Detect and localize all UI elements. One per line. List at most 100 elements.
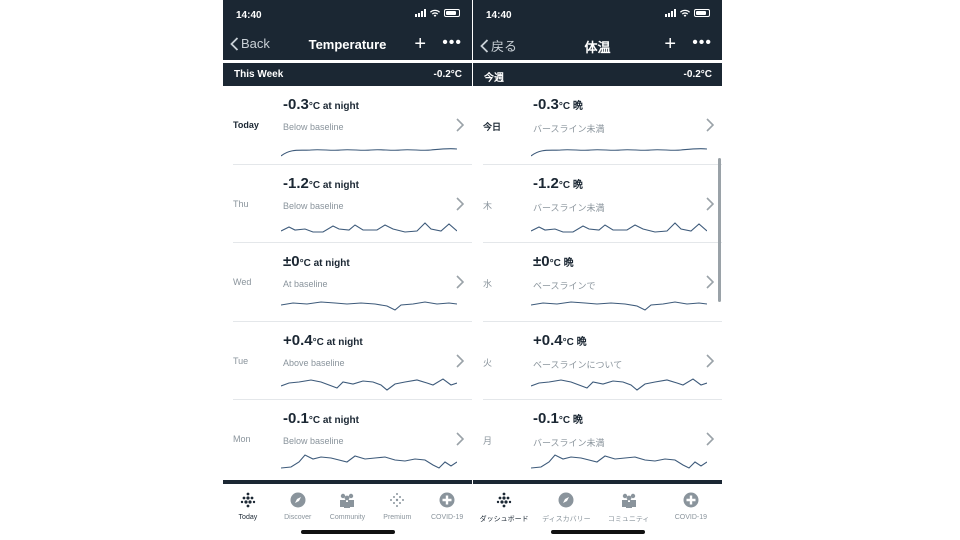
plus-circle-icon: [683, 492, 699, 508]
phone-screen-english: 14:40 Back Temperature + ••• This Week -…: [223, 0, 472, 540]
tab-item[interactable]: Discover: [273, 492, 323, 521]
sparkline-path: [531, 301, 707, 311]
day-row[interactable]: Thu -1.2°C at night Below baseline: [233, 165, 472, 243]
back-button[interactable]: Back: [230, 36, 270, 51]
week-value: -0.2°C: [683, 69, 712, 80]
day-label: Thu: [233, 198, 249, 209]
plus-icon: +: [664, 33, 676, 55]
day-label: Tue: [233, 355, 249, 366]
tab-item[interactable]: Community: [323, 492, 373, 521]
sparkline-path: [531, 454, 707, 469]
day-row[interactable]: Mon -0.1°C at night Below baseline: [233, 400, 472, 479]
temperature-sparkline: [531, 301, 707, 311]
temperature-sparkline: [531, 377, 707, 391]
temperature-sparkline: [281, 377, 457, 391]
temperature-unit: °C 晩: [549, 258, 574, 269]
add-button[interactable]: +: [414, 33, 426, 55]
temperature-deviation: ±0: [283, 253, 300, 270]
home-indicator: [301, 530, 395, 534]
baseline-note: Below baseline: [283, 436, 344, 446]
day-label: Mon: [233, 434, 251, 444]
sparkline-path: [281, 148, 457, 157]
temperature-unit: °C at night: [308, 415, 359, 426]
tab-label: COVID-19: [674, 514, 708, 521]
temperature-deviation: -1.2: [283, 174, 309, 192]
tab-label: Today: [238, 514, 258, 521]
tab-item[interactable]: コミュニティ: [604, 492, 654, 524]
day-row[interactable]: Today -0.3°C at night Below baseline: [233, 86, 472, 165]
status-bar: 14:40: [223, 0, 472, 30]
plus-circle-icon: [439, 492, 455, 508]
week-label: 今週: [484, 73, 504, 84]
more-button[interactable]: •••: [442, 35, 462, 51]
sparkline-path: [281, 377, 457, 391]
chevron-right-icon: [706, 353, 714, 368]
temperature-unit: °C at night: [308, 101, 359, 112]
chevron-right-icon: [706, 196, 714, 211]
back-label: Back: [241, 36, 270, 51]
week-summary-header: 今週 -0.2°C: [473, 63, 722, 86]
temperature-day-list: Today -0.3°C at night Below baseline Thu -1.…: [223, 86, 472, 480]
temperature-unit: °C 晩: [558, 415, 583, 426]
more-button[interactable]: •••: [692, 35, 712, 51]
dots-grid-icon: [496, 492, 512, 508]
chevron-right-icon: [706, 118, 714, 132]
temperature-deviation: -0.3: [533, 96, 559, 113]
back-label: 戻る: [491, 39, 518, 54]
dots-grid-icon: [240, 492, 256, 508]
cellular-signal-icon: [665, 9, 676, 17]
baseline-note: Below baseline: [283, 122, 344, 132]
baseline-note: Above baseline: [283, 357, 345, 368]
tab-item[interactable]: ディスカバリー: [541, 492, 591, 524]
sparkline-path: [531, 377, 707, 391]
day-row[interactable]: 木 -1.2°C 晩バースライン未満: [483, 165, 722, 243]
temperature-deviation: -0.3: [283, 96, 309, 113]
temperature-sparkline: [531, 148, 707, 157]
home-indicator: [551, 530, 645, 534]
add-button[interactable]: +: [664, 33, 676, 55]
tab-item[interactable]: ダッシュボード: [479, 492, 529, 524]
day-row[interactable]: 水 ±0°C 晩ベースラインで: [483, 243, 722, 322]
sparkline-path: [281, 301, 457, 311]
chevron-left-icon: [230, 36, 239, 51]
baseline-note: ベースラインで: [533, 281, 596, 291]
tab-item[interactable]: Today: [223, 492, 273, 521]
temperature-unit: °C at night: [299, 258, 350, 269]
tab-item[interactable]: Premium: [372, 492, 422, 521]
temperature-deviation: +0.4: [283, 331, 313, 349]
temperature-sparkline: [281, 221, 457, 233]
temperature-value: ±0°C 晩: [533, 253, 574, 271]
back-button[interactable]: 戻る: [480, 36, 517, 55]
tab-item[interactable]: COVID-19: [422, 492, 472, 521]
tab-item[interactable]: COVID-19: [666, 492, 716, 524]
temperature-value: -0.3°C 晩: [533, 96, 583, 114]
temperature-sparkline: [281, 454, 457, 469]
day-row[interactable]: 月 -0.1°C 晩バースライン未満: [483, 400, 722, 479]
day-row[interactable]: Wed ±0°C at night At baseline: [233, 243, 472, 322]
day-row[interactable]: Tue +0.4°C at night Above baseline: [233, 322, 472, 400]
temperature-unit: °C 晩: [562, 336, 587, 348]
day-label: 水: [483, 279, 493, 289]
day-row[interactable]: 今日 -0.3°C 晩バースライン未満: [483, 86, 722, 165]
day-label: 今日: [483, 122, 502, 132]
temperature-day-list: 今日 -0.3°C 晩バースライン未満木 -1.2°C 晩バースライン未満水 ±0°C…: [473, 86, 722, 480]
status-time: 14:40: [486, 10, 512, 21]
plus-icon: +: [414, 33, 426, 55]
temperature-deviation: -1.2: [533, 174, 559, 192]
temperature-value: ±0°C at night: [283, 253, 350, 271]
tab-label: Premium: [383, 514, 412, 521]
week-label: This Week: [234, 69, 284, 80]
day-row[interactable]: 火 +0.4°C 晩ベースラインについて: [483, 322, 722, 400]
battery-icon: [694, 9, 710, 17]
ellipsis-icon: •••: [442, 34, 462, 51]
baseline-note: ベースラインについて: [533, 359, 623, 370]
temperature-deviation: -0.1: [283, 410, 309, 427]
chevron-right-icon: [456, 118, 464, 132]
sparkline-path: [281, 454, 457, 469]
chevron-left-icon: [480, 38, 489, 53]
temperature-unit: °C 晩: [558, 179, 583, 191]
scrollbar[interactable]: [718, 158, 721, 302]
sparkline-path: [531, 221, 707, 233]
baseline-note: バースライン未満: [533, 124, 605, 134]
temperature-value: -0.1°C 晩: [533, 410, 583, 428]
